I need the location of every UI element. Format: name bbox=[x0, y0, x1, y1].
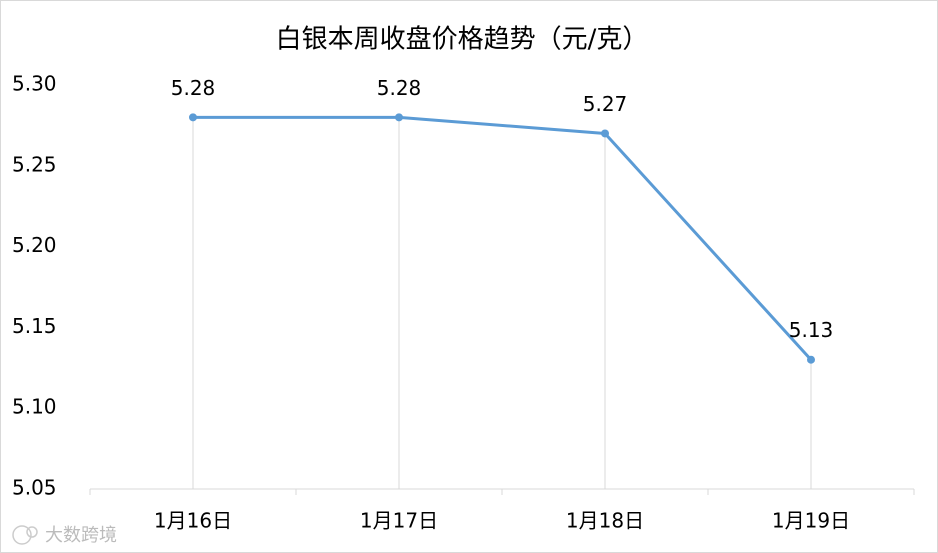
y-tick-label: 5.15 bbox=[12, 314, 57, 338]
data-label: 5.28 bbox=[171, 76, 216, 100]
x-tick-label: 1月19日 bbox=[772, 509, 850, 533]
marker bbox=[189, 113, 197, 122]
marker bbox=[395, 113, 403, 122]
x-tick-label: 1月18日 bbox=[566, 509, 644, 533]
data-label: 5.27 bbox=[583, 92, 628, 116]
data-label: 5.28 bbox=[377, 76, 422, 100]
marker bbox=[601, 129, 609, 138]
watermark-logo bbox=[12, 525, 38, 545]
x-tick-label: 1月17日 bbox=[360, 509, 438, 533]
line bbox=[193, 115, 813, 361]
x-tick-label: 1月16日 bbox=[154, 509, 232, 533]
data-label: 5.13 bbox=[789, 318, 834, 342]
chart-title: 白银本周收盘价格趋势（元/克） bbox=[276, 25, 649, 55]
y-tick-label: 5.10 bbox=[12, 395, 57, 419]
y-tick-label: 5.20 bbox=[12, 233, 57, 257]
y-tick-label: 5.25 bbox=[12, 152, 57, 176]
y-tick-label: 5.30 bbox=[12, 72, 57, 96]
watermark: 大数跨境 bbox=[45, 525, 117, 546]
marker bbox=[807, 355, 815, 364]
y-tick-label: 5.05 bbox=[12, 476, 57, 500]
